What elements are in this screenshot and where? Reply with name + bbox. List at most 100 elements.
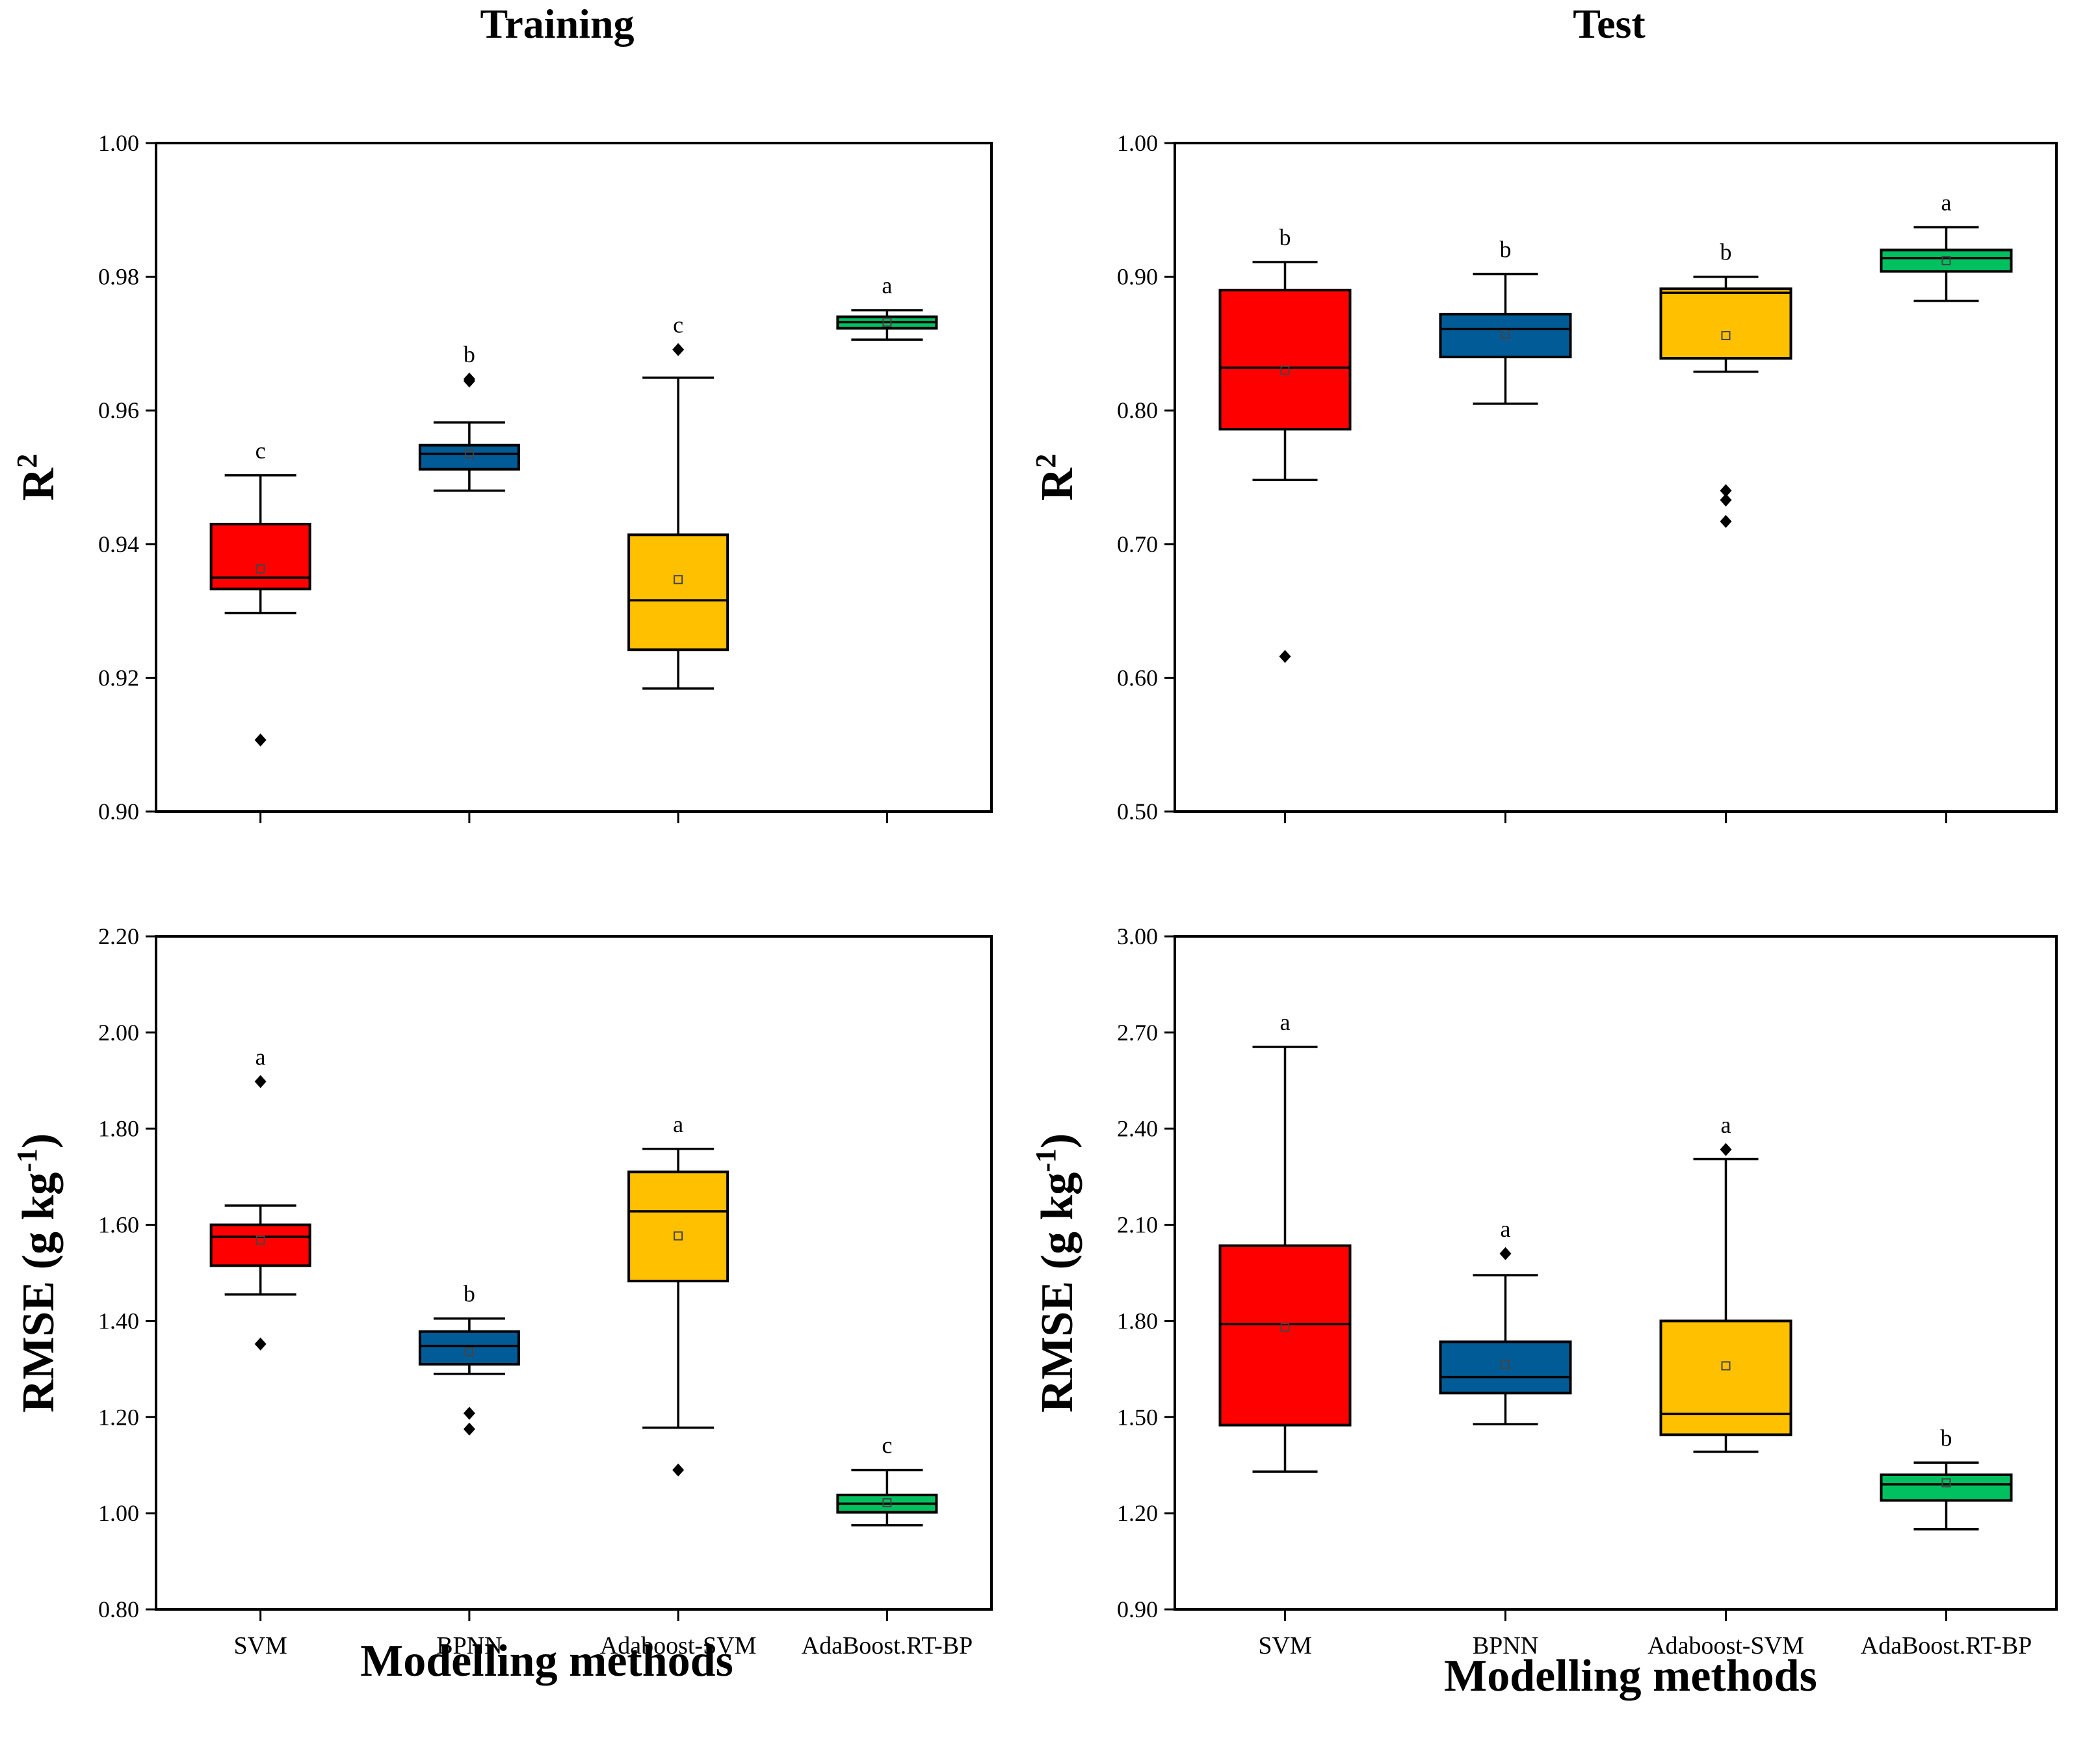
box-Adaboost-SVM: a Adaboost-SVM bbox=[1647, 1112, 1804, 1659]
significance-letter: a bbox=[673, 1111, 683, 1137]
outlier-point bbox=[1720, 514, 1732, 528]
panel-train_r2: 0.90 0.92 0.94 0.96 0.98 1.00 R2 c b c a bbox=[11, 130, 993, 825]
y-tick-label: 1.40 bbox=[98, 1308, 139, 1334]
y-tick-label: 1.00 bbox=[98, 130, 139, 156]
x-category-label: SVM bbox=[1258, 1632, 1311, 1659]
x-category-label: Adaboost-SVM bbox=[600, 1632, 757, 1659]
x-category-label: SVM bbox=[233, 1632, 287, 1659]
box-body bbox=[1880, 248, 2013, 273]
outlier-point bbox=[672, 343, 685, 356]
box-body bbox=[627, 533, 729, 652]
y-tick-label: 0.90 bbox=[98, 799, 139, 825]
mean-marker bbox=[882, 317, 892, 327]
outlier-point bbox=[1499, 1247, 1512, 1260]
box-BPNN: b BPNN bbox=[418, 1281, 520, 1659]
box-body bbox=[1218, 289, 1352, 430]
y-tick-label: 0.94 bbox=[98, 531, 139, 557]
significance-letter: a bbox=[256, 1044, 266, 1070]
box-body bbox=[1880, 1473, 2013, 1502]
y-axis-label-main: RMSE (g kg bbox=[14, 1172, 64, 1412]
significance-letter: b bbox=[1500, 236, 1512, 262]
mean-marker bbox=[674, 575, 683, 585]
box-BPNN: b bbox=[418, 341, 520, 823]
mean-marker bbox=[256, 564, 265, 574]
y-axis-label: R2 bbox=[11, 454, 64, 501]
significance-letter: a bbox=[1941, 190, 1952, 216]
box-body bbox=[418, 443, 520, 471]
outlier-point bbox=[463, 1407, 475, 1420]
box-Adaboost-SVM: a Adaboost-SVM bbox=[600, 1111, 757, 1659]
y-tick-label: 0.60 bbox=[1117, 665, 1158, 691]
outlier-point bbox=[1279, 650, 1291, 663]
box-Adaboost-SVM: b bbox=[1659, 239, 1792, 823]
y-tick-label: 2.70 bbox=[1117, 1020, 1158, 1046]
significance-letter: c bbox=[673, 312, 683, 338]
mean-marker bbox=[256, 1235, 265, 1245]
y-tick-label: 1.00 bbox=[98, 1500, 139, 1526]
panel-test_rmse: 0.90 1.20 1.50 1.80 2.10 2.40 2.70 3.00 RMSE (g … bbox=[1030, 923, 2058, 1659]
mean-marker bbox=[1501, 330, 1510, 339]
significance-letter: b bbox=[1941, 1425, 1952, 1451]
y-axis-label-close: ) bbox=[1032, 1133, 1083, 1148]
box-SVM: a SVM bbox=[209, 1044, 311, 1659]
outlier-point bbox=[254, 733, 267, 747]
y-tick-label: 1.20 bbox=[98, 1404, 139, 1430]
y-axis-label-sup: -1 bbox=[1030, 1148, 1062, 1172]
y-axis-label: R2 bbox=[1030, 454, 1083, 501]
significance-letter: b bbox=[464, 1281, 475, 1307]
x-category-label: BPNN bbox=[436, 1632, 502, 1659]
y-tick-label: 1.80 bbox=[1117, 1308, 1158, 1334]
significance-letter: a bbox=[1721, 1112, 1731, 1138]
box-body bbox=[1218, 1244, 1352, 1427]
significance-letter: a bbox=[1501, 1216, 1511, 1242]
y-tick-label: 1.00 bbox=[1117, 130, 1158, 156]
y-axis-label-close: ) bbox=[14, 1133, 64, 1148]
box-body bbox=[1439, 1340, 1572, 1395]
mean-marker bbox=[464, 449, 474, 459]
y-tick-label: 0.70 bbox=[1117, 531, 1158, 557]
y-tick-label: 0.50 bbox=[1117, 799, 1158, 825]
mean-marker bbox=[1721, 331, 1731, 341]
y-axis-label-sup: 2 bbox=[11, 454, 43, 468]
box-body bbox=[1659, 287, 1792, 360]
outlier-point bbox=[1720, 1143, 1732, 1156]
mean-marker bbox=[882, 1498, 892, 1507]
y-tick-label: 1.60 bbox=[98, 1212, 139, 1238]
box-BPNN: b bbox=[1439, 236, 1572, 823]
y-tick-label: 0.80 bbox=[98, 1596, 139, 1622]
y-axis-label-sup: -1 bbox=[11, 1148, 43, 1172]
box-AdaBoost.RT-BP: a bbox=[836, 272, 938, 823]
y-tick-label: 0.80 bbox=[1117, 397, 1158, 423]
y-axis-label-main: R bbox=[14, 467, 64, 501]
significance-letter: b bbox=[1720, 239, 1732, 265]
x-axis-title-left: Modelling methods bbox=[360, 1636, 733, 1686]
mean-marker bbox=[674, 1231, 683, 1241]
x-category-label: BPNN bbox=[1473, 1632, 1538, 1659]
y-axis-label: RMSE (g kg-1) bbox=[11, 1133, 64, 1412]
box-body bbox=[209, 1223, 311, 1267]
outlier-point bbox=[463, 1422, 475, 1436]
box-AdaBoost.RT-BP: b AdaBoost.RT-BP bbox=[1861, 1425, 2032, 1659]
y-tick-label: 2.40 bbox=[1117, 1116, 1158, 1142]
mean-marker bbox=[1280, 1323, 1290, 1332]
box-SVM: c bbox=[209, 438, 311, 823]
plot-frame bbox=[155, 142, 993, 813]
significance-letter: b bbox=[1280, 224, 1291, 250]
y-tick-label: 1.80 bbox=[98, 1116, 139, 1142]
column-title-test: Test bbox=[1573, 1, 1646, 47]
mean-marker bbox=[464, 1347, 474, 1356]
box-Adaboost-SVM: c bbox=[627, 312, 729, 823]
y-tick-label: 0.96 bbox=[98, 397, 139, 423]
box-BPNN: a BPNN bbox=[1439, 1216, 1572, 1659]
mean-marker bbox=[1941, 256, 1951, 265]
significance-letter: b bbox=[464, 341, 475, 367]
y-axis-label-sup: 2 bbox=[1030, 454, 1062, 468]
y-tick-label: 2.10 bbox=[1117, 1212, 1158, 1238]
plot-frame bbox=[1174, 935, 2058, 1611]
y-axis-label-main: R bbox=[1032, 467, 1083, 501]
y-tick-label: 0.98 bbox=[98, 264, 139, 290]
y-tick-label: 3.00 bbox=[1117, 923, 1158, 949]
box-body bbox=[1659, 1319, 1792, 1436]
